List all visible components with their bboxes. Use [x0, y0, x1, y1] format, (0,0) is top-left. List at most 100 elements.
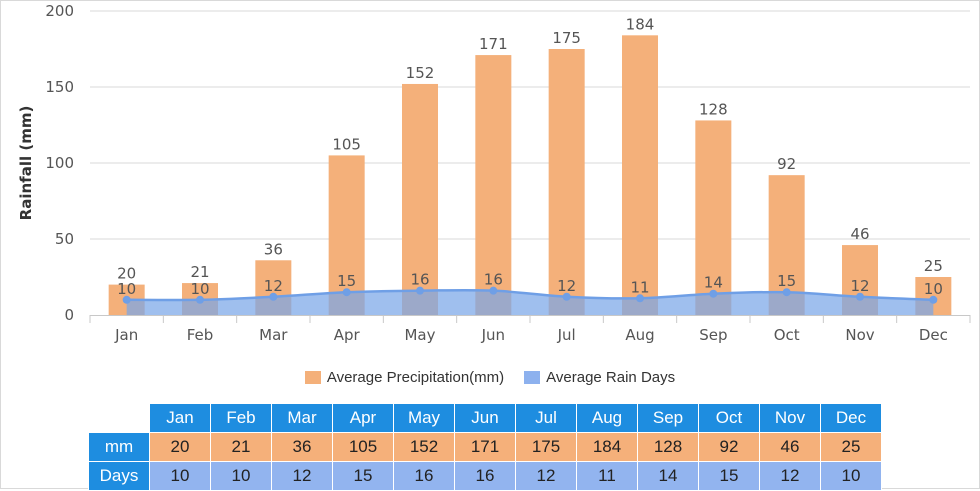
point-rain-days-jan[interactable]	[122, 295, 131, 304]
data-label-rain-days: 12	[264, 277, 283, 295]
x-tick-label: Mar	[259, 326, 288, 344]
point-rain-days-oct[interactable]	[782, 288, 791, 297]
table-cell-days-apr: 15	[332, 461, 394, 491]
x-tick-label: Aug	[625, 326, 654, 344]
table-header-nov: Nov	[759, 403, 821, 433]
chart-legend: Average Precipitation(mm) Average Rain D…	[0, 369, 980, 386]
table-header-apr: Apr	[332, 403, 394, 433]
bar-precipitation-sep[interactable]	[695, 120, 732, 315]
y-tick-label: 200	[45, 2, 74, 20]
table-cell-mm-jul: 175	[515, 432, 577, 462]
point-rain-days-jul[interactable]	[562, 292, 571, 301]
legend-item-precipitation[interactable]: Average Precipitation(mm)	[304, 369, 504, 386]
data-label-rain-days: 12	[557, 277, 576, 295]
bar-precipitation-aug[interactable]	[622, 35, 658, 315]
x-tick-label: Nov	[845, 326, 874, 344]
point-rain-days-feb[interactable]	[196, 295, 204, 304]
data-label-precipitation: 184	[626, 15, 655, 33]
table-cell-mm-dec: 25	[820, 432, 882, 462]
table-cell-days-oct: 15	[698, 461, 760, 491]
data-label-precipitation: 25	[924, 257, 943, 275]
data-label-precipitation: 171	[479, 35, 508, 53]
table-cell-days-sep: 14	[637, 461, 699, 491]
table-cell-mm-apr: 105	[332, 432, 394, 462]
row-header-mm: mm	[88, 432, 150, 462]
table-row-mm: mm 20 21 36 105 152 171 175 184 128 92 46 25	[88, 432, 882, 462]
y-tick-label: 150	[45, 78, 74, 96]
point-rain-days-mar[interactable]	[269, 292, 278, 301]
table-cell-mm-jun: 171	[454, 432, 516, 462]
data-label-rain-days: 10	[924, 280, 943, 298]
table-cell-days-feb: 10	[210, 461, 272, 491]
table-cell-days-jun: 16	[454, 461, 516, 491]
table-header-may: May	[393, 403, 455, 433]
data-label-precipitation: 92	[777, 155, 796, 173]
data-label-precipitation: 128	[699, 100, 728, 118]
point-rain-days-nov[interactable]	[856, 292, 864, 301]
table-header-sep: Sep	[637, 403, 699, 433]
table-cell-days-aug: 11	[576, 461, 638, 491]
line-rain-days	[126, 288, 934, 302]
table-header-jul: Jul	[515, 403, 577, 433]
table-cell-days-mar: 12	[271, 461, 333, 491]
table-cell-mm-oct: 92	[698, 432, 760, 462]
legend-item-rain-days[interactable]: Average Rain Days	[524, 369, 675, 386]
data-label-precipitation: 105	[332, 135, 361, 153]
rainfall-chart: 0 50 100 150 200 Rainfall (mm) Jan Feb Mar Apr May…	[17, 2, 971, 344]
x-tick-label: Oct	[774, 326, 800, 344]
table-cell-mm-mar: 36	[271, 432, 333, 462]
data-label-rain-days: 11	[630, 278, 649, 296]
point-rain-days-dec[interactable]	[929, 295, 938, 304]
data-label-rain-days: 14	[704, 274, 723, 292]
table-cell-days-jul: 12	[515, 461, 577, 491]
x-tick-label: Dec	[919, 326, 948, 344]
bar-precipitation-jul[interactable]	[548, 49, 585, 315]
data-table: Jan Feb Mar Apr May Jun Jul Aug Sep Oct Nov Dec mm …	[88, 403, 882, 491]
row-header-days: Days	[88, 461, 150, 491]
point-rain-days-apr[interactable]	[342, 288, 351, 297]
table-header-dec: Dec	[820, 403, 882, 433]
area-rain-days	[126, 290, 934, 315]
data-label-precipitation: 152	[406, 64, 435, 82]
table-cell-days-jan: 10	[149, 461, 211, 491]
x-tick-label: Apr	[334, 326, 361, 344]
table-cell-mm-may: 152	[393, 432, 455, 462]
data-label-precipitation: 36	[264, 240, 283, 258]
table-cell-mm-nov: 46	[759, 432, 821, 462]
x-tick-label: Jun	[481, 326, 505, 344]
point-rain-days-aug[interactable]	[636, 294, 644, 303]
data-label-rain-days: 10	[190, 280, 209, 298]
x-tick-label: Jan	[114, 326, 138, 344]
table-cell-mm-jan: 20	[149, 432, 211, 462]
x-tick-label: Sep	[699, 326, 727, 344]
x-tick-label: May	[404, 326, 435, 344]
data-label-rain-days: 16	[484, 271, 503, 289]
table-header-mar: Mar	[271, 403, 333, 433]
data-label-precipitation: 21	[190, 263, 209, 281]
table-header-aug: Aug	[576, 403, 638, 433]
data-label-rain-days: 15	[777, 272, 796, 290]
x-tick-label: Feb	[187, 326, 214, 344]
table-header-jun: Jun	[454, 403, 516, 433]
point-rain-days-may[interactable]	[416, 286, 424, 295]
table-cell-mm-aug: 184	[576, 432, 638, 462]
bar-precipitation-jun[interactable]	[475, 55, 512, 316]
data-label-rain-days: 16	[410, 271, 429, 289]
data-label-precipitation: 175	[552, 29, 581, 47]
y-axis-title: Rainfall (mm)	[17, 106, 35, 221]
table-header-row: Jan Feb Mar Apr May Jun Jul Aug Sep Oct Nov Dec	[88, 403, 882, 433]
bar-precipitation-may[interactable]	[402, 83, 438, 316]
y-tick-label: 0	[64, 306, 74, 324]
point-rain-days-sep[interactable]	[709, 289, 718, 298]
table-cell-days-dec: 10	[820, 461, 882, 491]
legend-swatch-precipitation	[304, 371, 321, 384]
table-cell-mm-feb: 21	[210, 432, 272, 462]
table-header-jan: Jan	[149, 403, 211, 433]
data-label-rain-days: 15	[337, 272, 356, 290]
point-rain-days-jun[interactable]	[489, 286, 498, 295]
table-corner	[88, 403, 150, 433]
table-row-days: Days 10 10 12 15 16 16 12 11 14 15 12 10	[88, 461, 882, 491]
data-label-precipitation: 20	[117, 265, 136, 283]
data-label-rain-days: 12	[850, 277, 869, 295]
legend-swatch-rain-days	[524, 371, 541, 384]
